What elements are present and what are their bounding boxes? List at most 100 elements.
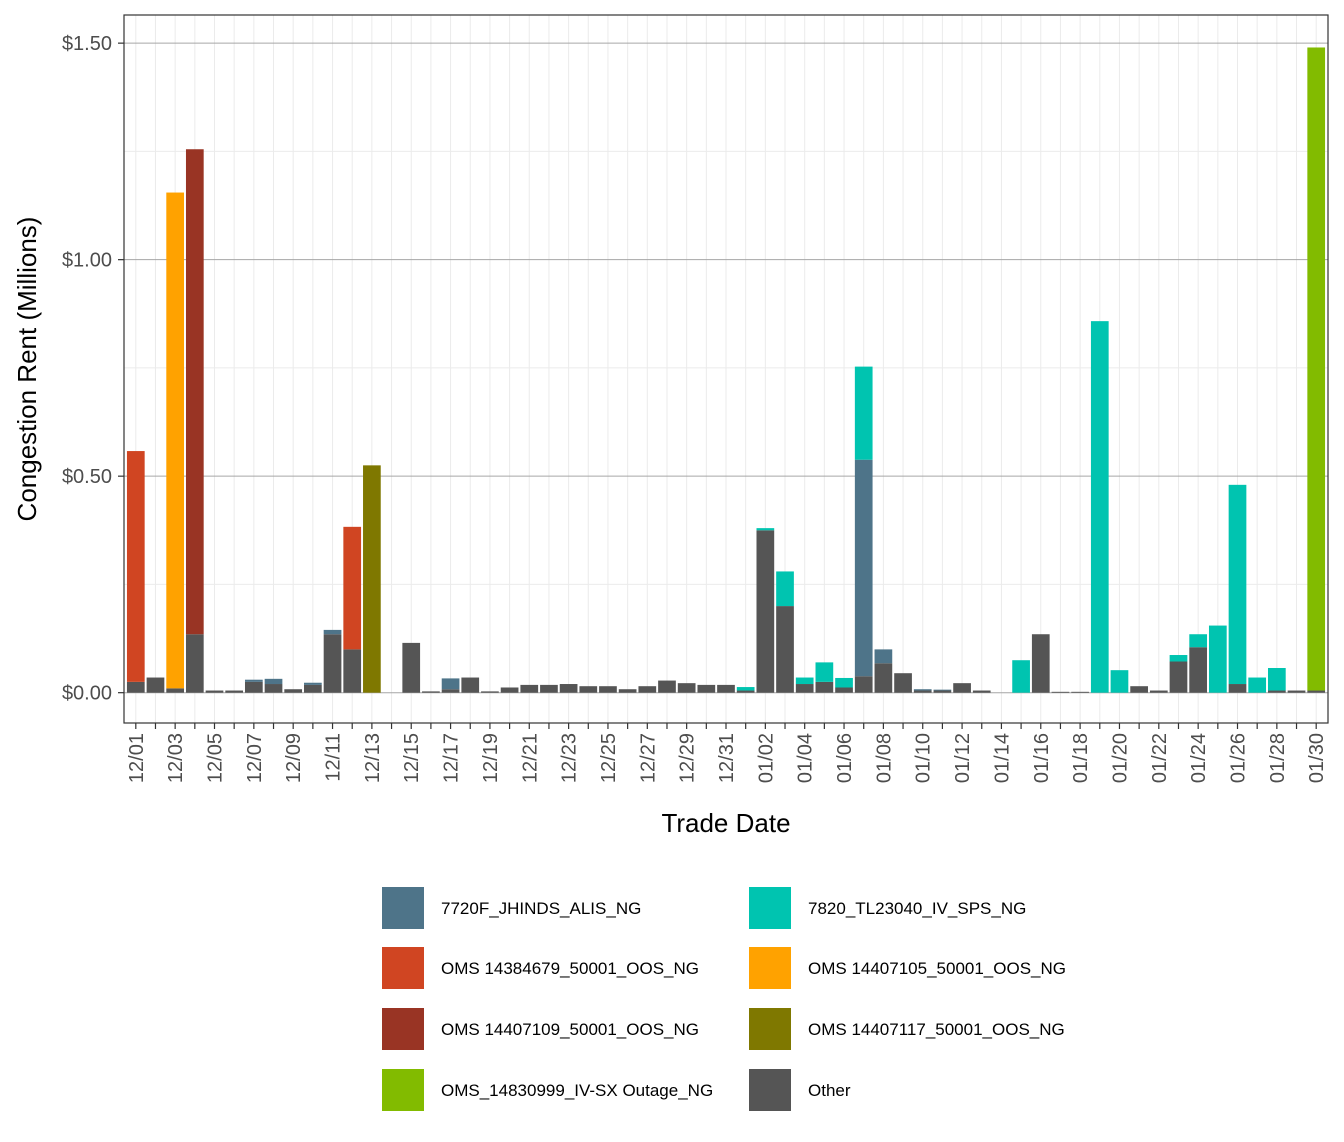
y-axis-ticks: $0.00 $0.50 $1.00 $1.50 bbox=[62, 33, 124, 705]
bar-segment bbox=[166, 688, 185, 693]
legend-swatch bbox=[382, 1069, 424, 1111]
bar-segment bbox=[205, 690, 224, 693]
bar-segment bbox=[185, 634, 204, 693]
bar-segment bbox=[1189, 634, 1208, 648]
bar-segment bbox=[363, 465, 381, 693]
bar-segment bbox=[185, 149, 204, 635]
bar-segment bbox=[599, 686, 617, 693]
y-tick-label: $0.00 bbox=[62, 683, 112, 705]
x-tick-label: 01/24 bbox=[1188, 733, 1210, 783]
x-tick-label: 01/28 bbox=[1267, 733, 1289, 783]
x-tick-label: 12/05 bbox=[204, 733, 226, 783]
bar-segment bbox=[756, 530, 775, 693]
bar-segment bbox=[1228, 684, 1247, 693]
bar-segment bbox=[697, 684, 716, 693]
legend-label: OMS 14407117_50001_OOS_NG bbox=[808, 1020, 1065, 1039]
x-tick-label: 12/01 bbox=[126, 733, 148, 783]
x-tick-label: 12/09 bbox=[283, 733, 305, 783]
y-axis-title: Congestion Rent (Millions) bbox=[12, 217, 42, 522]
bar-segment bbox=[1169, 655, 1188, 662]
bar-segment bbox=[1307, 47, 1326, 691]
bar-segment bbox=[1189, 647, 1208, 693]
bar-segment bbox=[1307, 690, 1326, 693]
x-tick-label: 12/03 bbox=[165, 733, 187, 783]
bar-segment bbox=[166, 192, 185, 689]
legend-swatch bbox=[749, 947, 791, 989]
bar-segment bbox=[677, 683, 696, 693]
bar-segment bbox=[815, 681, 834, 693]
x-tick-label: 12/11 bbox=[323, 733, 345, 782]
legend-swatch bbox=[749, 1069, 791, 1111]
bar-segment bbox=[264, 684, 283, 693]
x-tick-label: 01/18 bbox=[1070, 733, 1092, 783]
bar-segment bbox=[756, 528, 775, 531]
x-tick-label: 01/16 bbox=[1031, 733, 1053, 783]
bar-segment bbox=[638, 686, 657, 693]
bar-segment bbox=[854, 459, 873, 677]
x-tick-label: 01/14 bbox=[991, 733, 1013, 783]
bar-segment bbox=[874, 663, 893, 693]
bar-segment bbox=[481, 691, 499, 693]
x-axis-title: Trade Date bbox=[661, 808, 790, 838]
x-tick-label: 01/10 bbox=[913, 733, 935, 783]
bar-segment bbox=[244, 681, 263, 693]
bar-segment bbox=[284, 689, 303, 693]
bar-segment bbox=[795, 684, 814, 693]
bar-segment bbox=[441, 678, 460, 690]
grid-lines bbox=[124, 15, 1328, 723]
bar-segment bbox=[343, 649, 362, 693]
legend-label: OMS 14384679_50001_OOS_NG bbox=[441, 959, 699, 978]
x-tick-label: 01/02 bbox=[755, 733, 777, 783]
bar-segment bbox=[618, 689, 637, 693]
bar-segment bbox=[835, 687, 853, 693]
bar-segment bbox=[795, 677, 814, 685]
bar-segment bbox=[736, 687, 755, 691]
x-tick-label: 01/26 bbox=[1228, 733, 1250, 783]
legend-label: OMS 14407105_50001_OOS_NG bbox=[808, 959, 1066, 978]
bar-segment bbox=[422, 691, 440, 693]
bar-segment bbox=[323, 629, 342, 635]
bar-segment bbox=[402, 642, 421, 693]
x-tick-label: 01/08 bbox=[873, 733, 895, 783]
legend-swatch bbox=[382, 1008, 424, 1050]
legend-label: OMS 14407109_50001_OOS_NG bbox=[441, 1020, 699, 1039]
legend-swatch bbox=[382, 887, 424, 929]
bar-segment bbox=[717, 684, 735, 693]
bar-segment bbox=[244, 679, 263, 682]
bar-segment bbox=[1012, 660, 1030, 693]
bar-segment bbox=[146, 677, 165, 693]
x-tick-label: 01/22 bbox=[1149, 733, 1171, 783]
bar-segment bbox=[913, 689, 932, 691]
bar-segment bbox=[1169, 661, 1188, 693]
x-tick-label: 12/29 bbox=[677, 733, 699, 783]
bar-segment bbox=[874, 649, 893, 664]
bar-segment bbox=[815, 662, 834, 682]
bar-segment bbox=[1287, 690, 1306, 693]
bar-segment bbox=[304, 684, 322, 693]
bar-segment bbox=[1090, 321, 1109, 693]
bar-segment bbox=[500, 687, 519, 693]
x-tick-label: 12/19 bbox=[480, 733, 502, 783]
y-tick-label: $0.50 bbox=[62, 466, 112, 488]
x-tick-label: 12/13 bbox=[362, 733, 384, 783]
bar-segment bbox=[1051, 691, 1070, 693]
bar-segment bbox=[323, 634, 342, 693]
bar-segment bbox=[1110, 670, 1129, 693]
bar-segment bbox=[894, 673, 912, 693]
bar-segment bbox=[579, 686, 598, 693]
bar-segment bbox=[1267, 668, 1286, 691]
bar-segment bbox=[1267, 690, 1286, 693]
bars bbox=[126, 47, 1326, 693]
bar-segment bbox=[933, 690, 952, 693]
bar-segment bbox=[1031, 634, 1050, 693]
bar-segment bbox=[1208, 625, 1227, 693]
bar-segment bbox=[304, 682, 322, 685]
legend: 7720F_JHINDS_ALIS_NG 7820_TL23040_IV_SPS_… bbox=[382, 887, 1066, 1111]
bar-segment bbox=[126, 681, 145, 693]
bar-segment bbox=[913, 690, 932, 693]
legend-label: Other bbox=[808, 1081, 851, 1100]
bar-segment bbox=[540, 684, 558, 693]
x-tick-label: 12/21 bbox=[519, 733, 541, 783]
bar-segment bbox=[953, 683, 971, 693]
